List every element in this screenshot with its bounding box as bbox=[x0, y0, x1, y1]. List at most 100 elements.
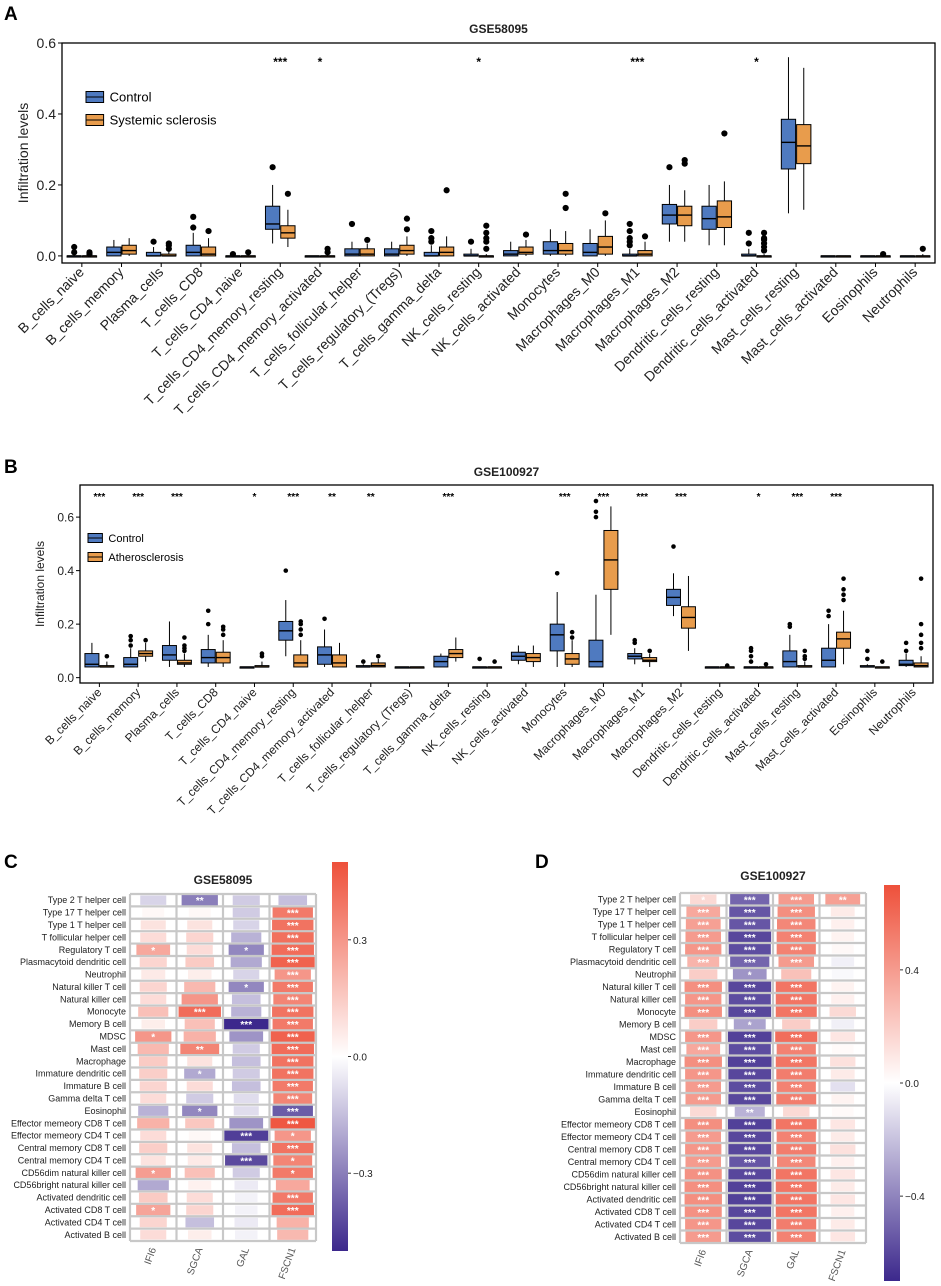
heatmap-cell bbox=[140, 994, 167, 1005]
heatmap-cell bbox=[686, 906, 721, 918]
outlier-point bbox=[647, 648, 652, 654]
heatmap-cell bbox=[831, 957, 855, 967]
heatmap-cell-star: *** bbox=[240, 1132, 252, 1143]
outlier-point bbox=[364, 236, 371, 244]
heatmap-cell bbox=[140, 1130, 167, 1141]
heatmap-cell bbox=[140, 920, 166, 930]
heatmap-cell-star: *** bbox=[287, 946, 299, 957]
heatmap-cell-star: *** bbox=[790, 895, 802, 906]
colorbar bbox=[884, 885, 900, 1281]
heatmap-row-label: T follicular helper cell bbox=[42, 932, 126, 942]
outlier-point bbox=[361, 659, 366, 664]
box-case bbox=[399, 244, 415, 255]
heatmap-cell bbox=[729, 918, 771, 931]
heatmap-cell-star: *** bbox=[287, 909, 299, 920]
heatmap-cell-star: *** bbox=[240, 1020, 252, 1031]
outlier-point bbox=[322, 616, 327, 622]
heatmap-cell-star: * bbox=[198, 1107, 202, 1118]
outlier-point bbox=[128, 643, 133, 648]
heatmap-cell bbox=[776, 1231, 816, 1243]
heatmap-row-label: Mast cell bbox=[90, 1044, 126, 1054]
heatmap-row-label: Activated CD4 T cell bbox=[45, 1217, 126, 1227]
heatmap-cell bbox=[728, 1005, 772, 1018]
outlier-point bbox=[205, 227, 212, 235]
heatmap-cell-star: *** bbox=[790, 1233, 802, 1244]
heatmap-cell bbox=[728, 1218, 772, 1231]
outlier-point bbox=[681, 156, 688, 164]
heatmap-cell bbox=[233, 969, 260, 980]
heatmap-title: GSE100927 bbox=[740, 869, 806, 883]
heatmap-cell bbox=[185, 1118, 215, 1129]
heatmap-cell bbox=[830, 1194, 856, 1204]
heatmap-row-label: Gamma delta T cell bbox=[48, 1093, 126, 1103]
heatmap-cell bbox=[181, 894, 218, 906]
heatmap-cell bbox=[830, 1119, 856, 1129]
heatmap-row-label: Regulatory T cell bbox=[609, 944, 676, 954]
heatmap-cell-star: * bbox=[151, 1033, 155, 1044]
heatmap-cell bbox=[186, 1192, 213, 1203]
heatmap-cell bbox=[187, 920, 213, 930]
heatmap-row-label: Gamma delta T cell bbox=[598, 1094, 676, 1104]
heatmap-cell bbox=[274, 969, 311, 981]
heatmap-row-label: Type 1 T helper cell bbox=[48, 920, 126, 930]
heatmap-cell bbox=[830, 1169, 856, 1179]
heatmap-cell bbox=[139, 1217, 167, 1228]
heatmap-cell bbox=[831, 919, 855, 929]
box-control bbox=[661, 203, 678, 225]
x-tick-label: Macrophages_M1 bbox=[569, 685, 647, 763]
heatmap-cell bbox=[187, 1143, 213, 1153]
outlier-point bbox=[104, 653, 110, 659]
heatmap-cell-star: *** bbox=[790, 1095, 802, 1106]
heatmap-cell bbox=[687, 956, 720, 967]
heatmap-row-label: Central memory CD4 T cell bbox=[18, 1155, 126, 1165]
y-tick-label: 0.6 bbox=[57, 510, 74, 524]
outlier-point bbox=[443, 187, 450, 194]
outlier-point bbox=[918, 645, 924, 651]
heatmap-row-label: Monocyte bbox=[87, 1007, 126, 1017]
heatmap-cell-star: *** bbox=[744, 1083, 756, 1094]
box-control bbox=[898, 659, 914, 667]
heatmap-cell bbox=[831, 932, 855, 942]
heatmap-row-label: Natural killer cell bbox=[60, 994, 126, 1004]
heatmap-cell bbox=[138, 1105, 169, 1116]
heatmap-cell bbox=[685, 1131, 722, 1143]
heatmap-row-label: Neutrophil bbox=[635, 969, 676, 979]
heatmap-cell-star: *** bbox=[240, 1156, 252, 1167]
heatmap-cell bbox=[685, 931, 722, 943]
heatmap-cell bbox=[831, 1094, 855, 1104]
box-case bbox=[518, 246, 534, 255]
outlier-point bbox=[522, 231, 530, 238]
heatmap-cell bbox=[232, 1044, 260, 1054]
heatmap-cell bbox=[229, 1118, 264, 1129]
significance-mark: * bbox=[476, 55, 481, 69]
significance-mark: *** bbox=[598, 492, 610, 503]
heatmap-cell bbox=[184, 1167, 215, 1178]
heatmap-cell bbox=[137, 1180, 169, 1191]
outlier-point bbox=[641, 233, 649, 240]
colorbar-tick-label: −0.3 bbox=[353, 1169, 373, 1180]
heatmap-cell bbox=[139, 982, 167, 992]
heatmap-cell bbox=[728, 1230, 771, 1243]
heatmap-cell bbox=[234, 1217, 258, 1227]
heatmap-cell-star: *** bbox=[790, 1183, 802, 1194]
outlier-point bbox=[569, 635, 575, 640]
colorbar-tick-label: −0.4 bbox=[905, 1192, 925, 1203]
x-tick-label: Macrophages_M0 bbox=[531, 685, 609, 763]
outlier-point bbox=[220, 632, 226, 638]
y-axis-label: Infiltration levels bbox=[33, 541, 47, 627]
heatmap-cell-star: *** bbox=[790, 1083, 802, 1094]
heatmap-cell bbox=[776, 1093, 817, 1106]
heatmap-cell bbox=[178, 1005, 221, 1018]
heatmap-cell bbox=[728, 980, 772, 993]
box-control bbox=[106, 246, 122, 257]
heatmap-cell-star: *** bbox=[790, 1220, 802, 1231]
heatmap-cell bbox=[776, 1131, 816, 1143]
outlier-point bbox=[919, 245, 926, 252]
heatmap-cell bbox=[139, 1068, 168, 1079]
heatmap-cell bbox=[684, 1056, 722, 1068]
y-tick-label: 0.4 bbox=[37, 106, 57, 122]
outlier-point bbox=[880, 251, 887, 258]
outlier-point bbox=[150, 238, 157, 245]
heatmap-row-label: Effector memeory CD4 T cell bbox=[11, 1131, 126, 1141]
